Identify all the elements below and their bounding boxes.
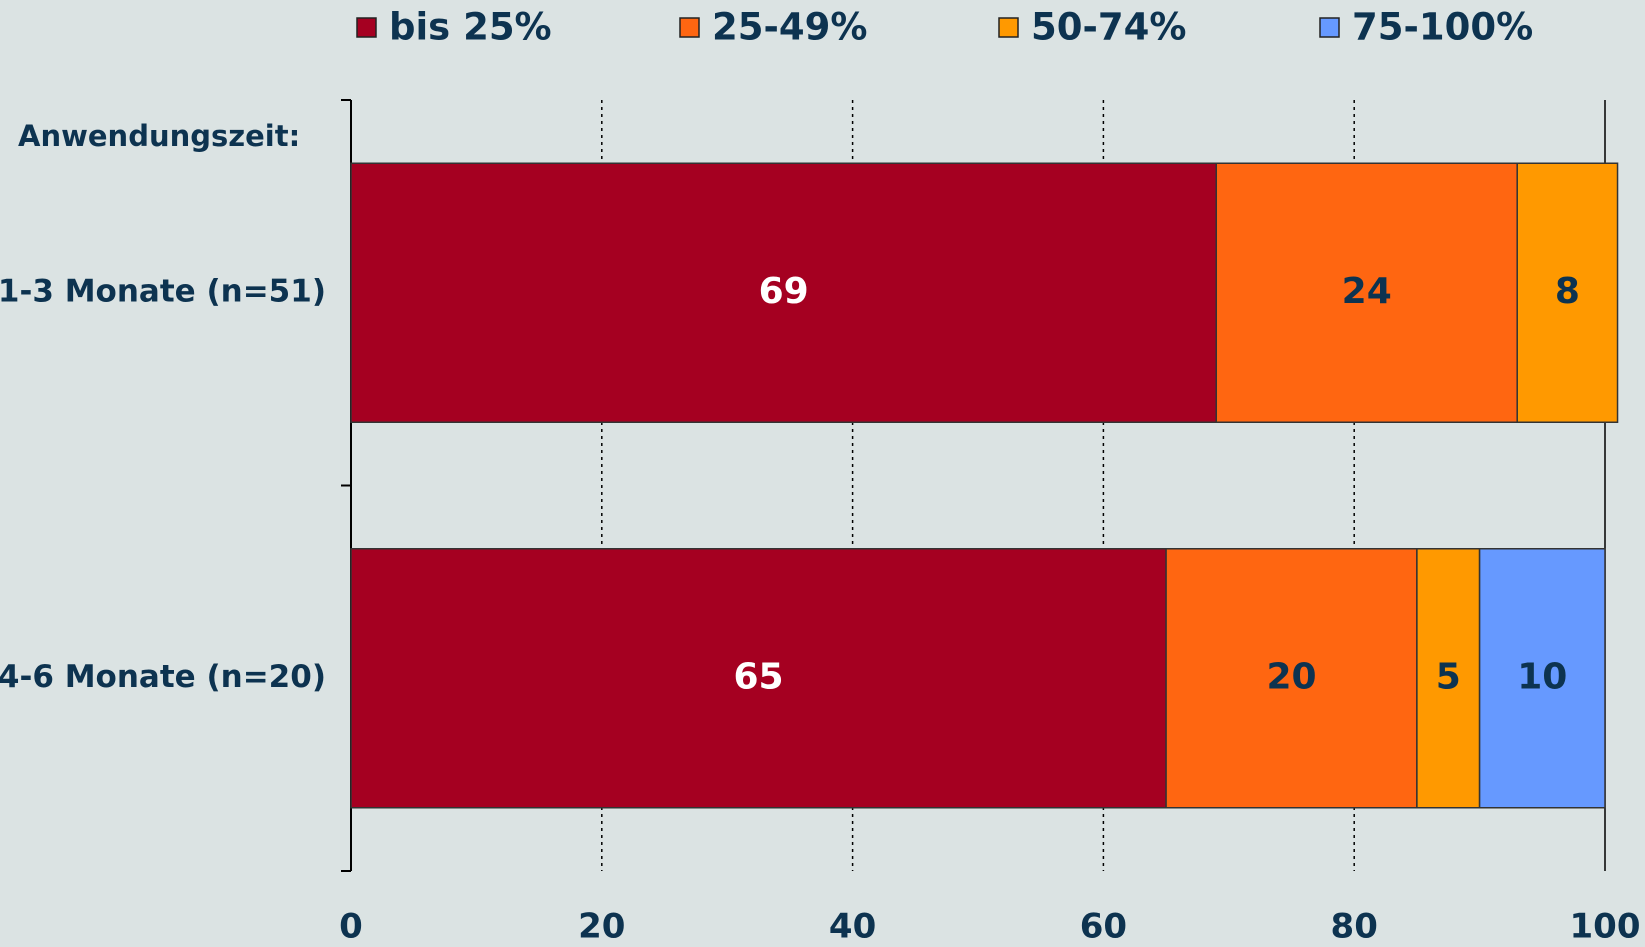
legend-label: 75-100% [1352, 6, 1533, 49]
x-tick-label: 20 [578, 907, 625, 947]
annotation: Anwendungszeit: [18, 119, 300, 153]
bar-segment [1416, 548, 1481, 809]
value-label: 10 [1517, 656, 1567, 697]
legend-swatch [356, 17, 377, 38]
bar-segment [1478, 548, 1606, 809]
legend-swatch [679, 17, 700, 38]
bar-segment [1215, 162, 1518, 423]
legend-label: bis 25% [389, 6, 552, 49]
bar-segment [350, 548, 1167, 809]
legend-swatch [1319, 17, 1340, 38]
value-label: 20 [1266, 656, 1316, 697]
value-label: 24 [1342, 271, 1392, 312]
x-tick-label: 80 [1331, 907, 1378, 947]
x-tick-label: 0 [339, 907, 363, 947]
bar-segment [350, 162, 1218, 423]
x-tick-label: 60 [1080, 907, 1127, 947]
legend-label: 50-74% [1031, 6, 1186, 49]
value-label: 65 [733, 656, 783, 697]
value-label: 8 [1555, 271, 1580, 312]
x-tick-label: 100 [1570, 907, 1641, 947]
value-label: 69 [759, 271, 809, 312]
legend-label: 25-49% [712, 6, 867, 49]
x-tick-label: 40 [829, 907, 876, 947]
legend-swatch [998, 17, 1019, 38]
y-tick-label: 4-6 Monate (n=20) [0, 659, 326, 695]
bar-segment [1165, 548, 1418, 809]
y-tick-label: 1-3 Monate (n=51) [0, 273, 326, 309]
value-label: 5 [1436, 656, 1461, 697]
bar-segment [1516, 162, 1619, 423]
